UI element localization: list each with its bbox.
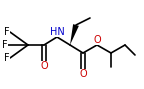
Polygon shape <box>70 24 79 45</box>
Text: O: O <box>79 69 87 79</box>
Text: HN: HN <box>50 27 64 37</box>
Text: F: F <box>4 53 10 63</box>
Text: O: O <box>40 61 48 71</box>
Text: O: O <box>93 35 101 45</box>
Text: F: F <box>4 27 10 37</box>
Text: F: F <box>2 40 8 50</box>
